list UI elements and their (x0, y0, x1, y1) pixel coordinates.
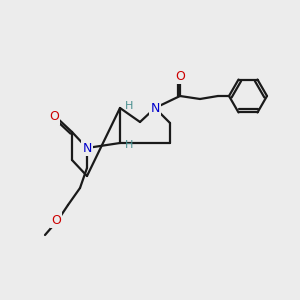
Text: N: N (82, 142, 92, 154)
Text: N: N (150, 101, 160, 115)
Text: O: O (175, 70, 185, 83)
Text: H: H (125, 140, 134, 150)
Text: H: H (125, 101, 134, 111)
Text: O: O (51, 214, 61, 226)
Text: O: O (49, 110, 59, 124)
